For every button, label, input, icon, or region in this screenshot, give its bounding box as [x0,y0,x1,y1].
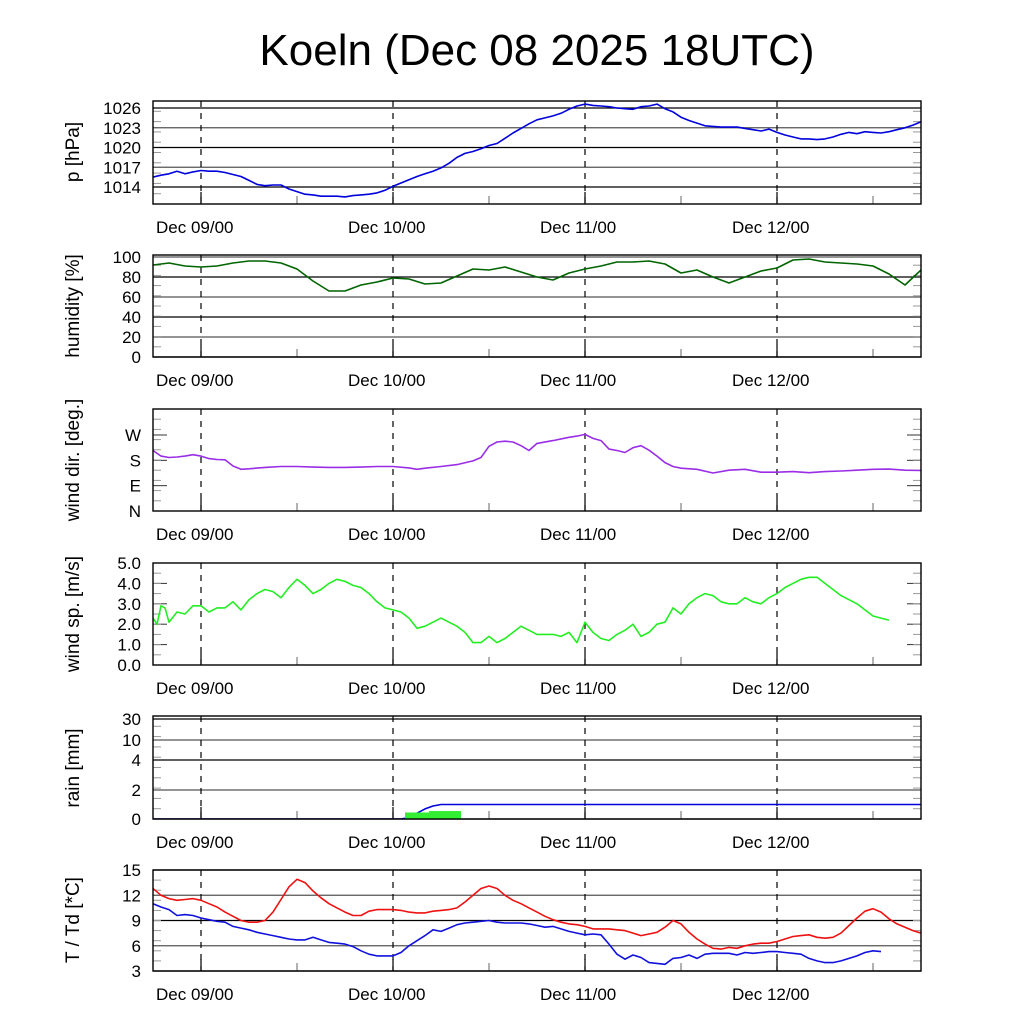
series-line-accumulated-rain [153,803,921,819]
y-tick-label: 12 [122,886,141,905]
x-tick-label: Dec 10/00 [348,833,426,852]
y-tick-label: N [129,502,141,521]
x-tick-label: Dec 10/00 [348,525,426,544]
y-axis-label: wind dir. [deg.] [63,399,84,523]
x-tick-label: Dec 09/00 [156,679,234,698]
series-line-wind_speed [153,576,890,644]
series-line-t [153,878,921,950]
y-tick-label: 15 [122,861,141,880]
y-tick-label: 1017 [103,158,141,177]
y-tick-label: 100 [113,248,141,267]
x-tick-label: Dec 11/00 [540,985,616,1004]
chart-title: Koeln (Dec 08 2025 18UTC) [259,26,814,75]
y-axis-label: wind sp. [m/s] [63,556,84,673]
rain-bar [405,812,429,819]
y-tick-label: 5.0 [117,554,141,573]
x-tick-label: Dec 09/00 [156,218,234,237]
y-tick-label: E [130,477,141,496]
x-tick-label: Dec 12/00 [732,985,810,1004]
series-line-pressure [153,103,921,198]
x-tick-label: Dec 11/00 [540,679,616,698]
x-tick-label: Dec 11/00 [540,371,616,390]
panel-frame [152,562,922,666]
series-line-wind_direction [153,433,921,474]
panel-rain: 0 2 410 30 Dec 09/00 Dec 10/00 Dec 11/00 Dec 12… [63,710,922,852]
panel-temperature: 3 6 9 12 15 Dec 09/00 Dec 10/00 Dec 11/00 Dec 12… [63,861,922,1004]
y-axis-label: p [hPa] [63,122,84,182]
y-tick-label: 0 [132,810,141,829]
y-tick-label: 4 [132,751,141,770]
y-tick-label: 10 [122,731,141,750]
x-tick-label: Dec 09/00 [156,525,234,544]
y-axis-label: T / Td [*C] [63,877,84,963]
y-tick-label: 9 [132,912,141,931]
y-tick-label: 6 [132,937,141,956]
y-axis-label: rain [mm] [63,728,84,807]
x-tick-label: Dec 12/00 [732,833,810,852]
rain-bar [429,811,461,819]
panel-frame [152,254,922,358]
x-tick-label: Dec 11/00 [540,525,616,544]
x-tick-label: Dec 11/00 [540,833,616,852]
x-tick-label: Dec 12/00 [732,218,810,237]
y-axis-label: humidity [%] [63,254,84,357]
panel-frame [152,100,922,205]
y-tick-label: 4.0 [117,574,141,593]
x-tick-label: Dec 12/00 [732,371,810,390]
y-tick-label: 3 [132,962,141,981]
y-tick-label: 3.0 [117,595,141,614]
y-tick-label: 60 [122,288,141,307]
series-line-td [153,902,882,966]
y-tick-label: 1026 [103,99,141,118]
y-tick-label: 20 [122,328,141,347]
y-tick-label: 80 [122,268,141,287]
y-tick-label: 2 [132,781,141,800]
x-tick-label: Dec 09/00 [156,985,234,1004]
x-tick-label: Dec 09/00 [156,371,234,390]
x-tick-label: Dec 11/00 [540,218,616,237]
panel-frame [152,408,922,512]
y-tick-label: 1.0 [117,636,141,655]
series-line-humidity [153,258,921,292]
y-tick-label: 0 [132,348,141,367]
x-tick-label: Dec 12/00 [732,679,810,698]
x-tick-label: Dec 10/00 [348,218,426,237]
panel-frame [152,715,922,820]
y-tick-label: 30 [122,710,141,729]
y-tick-label: 1023 [103,119,141,138]
x-tick-label: Dec 10/00 [348,985,426,1004]
y-tick-label: 40 [122,308,141,327]
panel-wind-speed: 0.01.0 2.03.0 4.05.0 Dec 09/00 Dec 10/00 Dec … [63,554,922,698]
y-tick-label: 1014 [103,178,141,197]
x-tick-label: Dec 12/00 [732,525,810,544]
y-tick-label: W [125,426,141,445]
x-tick-label: Dec 10/00 [348,679,426,698]
x-tick-label: Dec 10/00 [348,371,426,390]
x-tick-label: Dec 09/00 [156,833,234,852]
y-tick-label: 2.0 [117,615,141,634]
y-tick-label: S [130,451,141,470]
y-tick-label: 0.0 [117,656,141,675]
y-tick-label: 1020 [103,139,141,158]
panel-frame [152,869,922,972]
